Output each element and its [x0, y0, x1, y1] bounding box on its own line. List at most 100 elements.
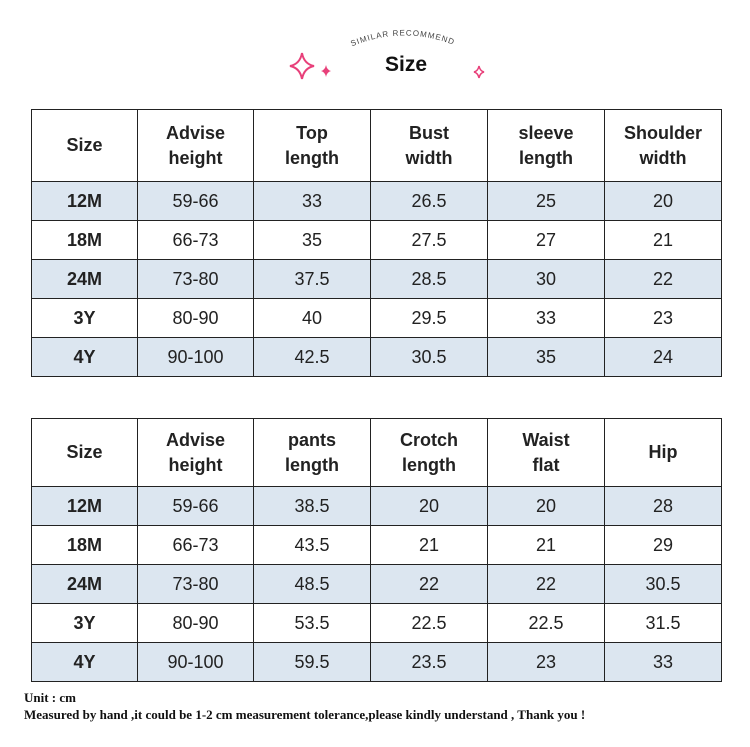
header-cell: Waist flat	[487, 418, 605, 487]
cell: 22.5	[370, 603, 488, 643]
cell: 38.5	[253, 486, 371, 526]
row: 12M 59-66 38.5 20 20 28	[31, 486, 722, 526]
unit-note: Unit : cm	[24, 690, 76, 705]
header-cell: sleeve length	[487, 109, 605, 182]
cell: 21	[370, 525, 488, 565]
tolerance-note: Measured by hand ,it could be 1-2 cm mea…	[24, 707, 586, 722]
header-text: sleeve length	[518, 122, 574, 168]
cell: 4Y	[31, 642, 138, 682]
cell: 66-73	[137, 220, 254, 260]
header-cell: Top length	[253, 109, 371, 182]
row: 4Y 90-100 42.5 30.5 35 24	[31, 337, 722, 377]
size-table: Size Advise height pants length Crotch leng…	[31, 418, 722, 682]
cell: 59-66	[137, 181, 254, 221]
header-text: Hip	[648, 442, 678, 462]
header-cell: Shoulder width	[604, 109, 722, 182]
header-text: Size	[66, 442, 103, 462]
cell: 35	[487, 337, 605, 377]
cell: 12M	[31, 181, 138, 221]
cell: 18M	[31, 220, 138, 260]
cell: 30.5	[370, 337, 488, 377]
header-row: Size Advise height pants length Crotch leng…	[31, 418, 722, 487]
row: 24M 73-80 37.5 28.5 30 22	[31, 259, 722, 299]
cell: 35	[253, 220, 371, 260]
row: 3Y 80-90 53.5 22.5 22.5 31.5	[31, 603, 722, 643]
cell: 28	[604, 486, 722, 526]
row: 12M 59-66 33 26.5 25 20	[31, 181, 722, 221]
cell: 59.5	[253, 642, 371, 682]
header-text: Waist flat	[522, 429, 570, 475]
cell: 73-80	[137, 259, 254, 299]
header-text: Bust width	[405, 122, 453, 168]
cell: 80-90	[137, 603, 254, 643]
row: 3Y 80-90 40 29.5 33 23	[31, 298, 722, 338]
cell: 26.5	[370, 181, 488, 221]
cell: 21	[604, 220, 722, 260]
sparkle	[289, 52, 315, 80]
header-text: Advise height	[165, 122, 226, 168]
header-text: Crotch length	[400, 429, 458, 475]
cell: 33	[487, 298, 605, 338]
header-cell: Advise height	[137, 418, 254, 487]
cell: 12M	[31, 486, 138, 526]
cell: 73-80	[137, 564, 254, 604]
header-cell: Size	[31, 109, 138, 182]
cell: 42.5	[253, 337, 371, 377]
header-cell: Advise height	[137, 109, 254, 182]
cell: 23	[604, 298, 722, 338]
cell: 25	[487, 181, 605, 221]
header-text: Advise height	[165, 429, 226, 475]
cell: 20	[370, 486, 488, 526]
size-table: Size Advise height Top length Bust width sle…	[31, 109, 722, 377]
header-text: Size	[66, 135, 103, 155]
cell: 80-90	[137, 298, 254, 338]
cell: 30	[487, 259, 605, 299]
header-cell: Crotch length	[370, 418, 488, 487]
cell: 66-73	[137, 525, 254, 565]
cell: 28.5	[370, 259, 488, 299]
cell: 23.5	[370, 642, 488, 682]
row: 4Y 90-100 59.5 23.5 23 33	[31, 642, 722, 682]
cell: 53.5	[253, 603, 371, 643]
row: 24M 73-80 48.5 22 22 30.5	[31, 564, 722, 604]
cell: 4Y	[31, 337, 138, 377]
cell: 48.5	[253, 564, 371, 604]
header: SIMILAR RECOMMEND Size	[289, 28, 485, 80]
row: 18M 66-73 35 27.5 27 21	[31, 220, 722, 260]
cell: 33	[253, 181, 371, 221]
cell: 27.5	[370, 220, 488, 260]
cell: 43.5	[253, 525, 371, 565]
cell: 23	[487, 642, 605, 682]
header-text: Top length	[285, 122, 339, 168]
header-cell: Size	[31, 418, 138, 487]
row: 18M 66-73 43.5 21 21 29	[31, 525, 722, 565]
cell: 22	[487, 564, 605, 604]
cell: 31.5	[604, 603, 722, 643]
header-cell: Hip	[604, 418, 722, 487]
cell: 30.5	[604, 564, 722, 604]
cell: 90-100	[137, 642, 254, 682]
cell: 27	[487, 220, 605, 260]
cell: 24	[604, 337, 722, 377]
sparkle	[473, 65, 485, 79]
cell: 3Y	[31, 603, 138, 643]
cell: 18M	[31, 525, 138, 565]
cell: 37.5	[253, 259, 371, 299]
cell: 29	[604, 525, 722, 565]
cell: 22	[370, 564, 488, 604]
cell: 21	[487, 525, 605, 565]
header-cell: Bust width	[370, 109, 488, 182]
header-cell: pants length	[253, 418, 371, 487]
cell: 40	[253, 298, 371, 338]
sparkle	[321, 65, 331, 77]
cell: 29.5	[370, 298, 488, 338]
arc-text: SIMILAR RECOMMEND	[349, 28, 456, 48]
cell: 90-100	[137, 337, 254, 377]
header-row: Size Advise height Top length Bust width sle…	[31, 109, 722, 182]
cell: 22.5	[487, 603, 605, 643]
cell: 24M	[31, 564, 138, 604]
title: Size	[385, 53, 427, 76]
header-text: pants length	[285, 429, 339, 475]
cell: 33	[604, 642, 722, 682]
